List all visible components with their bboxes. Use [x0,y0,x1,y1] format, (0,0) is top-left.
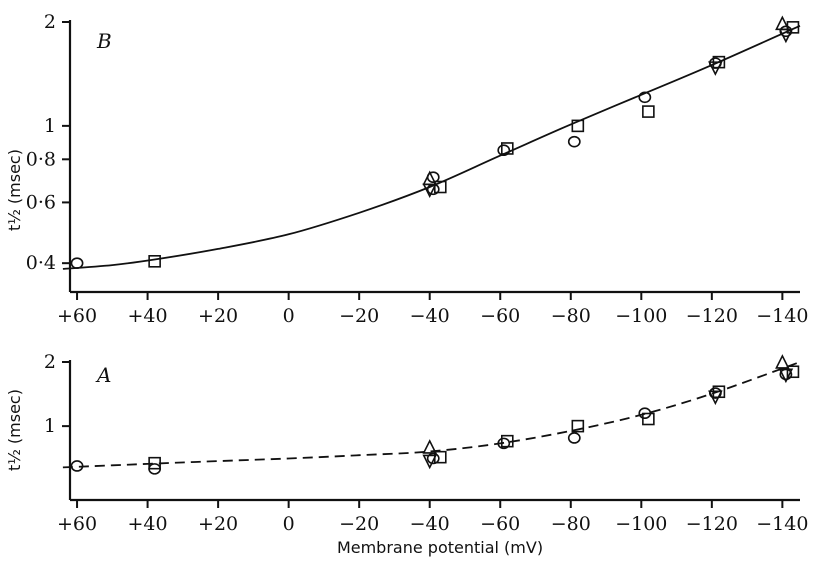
panel-b-y-tick-label: 2 [44,11,56,33]
panel-b-y-ticks: 0·4 0·6 0·8 1 2 [26,11,70,274]
panel-a-x-tick-label: +20 [198,513,238,535]
panel-b-square-point [148,255,161,268]
panel-b-y-tick-label: 1 [44,115,56,137]
panel-a-square-point [642,412,655,426]
panel-b-x-tick-label: −120 [686,305,738,327]
panel-a-x-ticks: +60 +40 +20 0 −20 −40 −60 −80 −100 −120 −140 [57,500,808,535]
panel-a-x-tick-label: −60 [480,513,520,535]
panel-a-square-point [500,434,514,448]
panel-a-triangle-down-point [708,390,723,406]
panel-a-circle-point [497,437,511,450]
panel-a-chart: A t½ (msec) 12 +60 +40 +20 0 −20 −40 −60 −80 −10… [5,351,808,535]
panel-a-square-point [148,456,161,470]
panel-a-circle-point [70,460,84,472]
panel-b-fit-curve [62,24,801,270]
panel-a-x-tick-label: −100 [615,513,667,535]
panel-b-y-tick-label: 0·4 [26,252,56,274]
panel-b-data-points [70,15,800,269]
panel-b-triangle-down-point [708,61,723,76]
panel-a-triangle-down-point [422,454,438,470]
panel-b-y-axis-label: t½ (msec) [5,149,24,231]
panel-a-x-tick-label: −140 [756,513,808,535]
panel-b-x-tick-label: −40 [410,305,450,327]
panel-b-square-point [571,119,585,133]
panel-a-y-tick-label: 1 [44,415,56,437]
panel-b-fit-line [62,24,801,270]
panel-b-x-tick-label: +60 [57,305,97,327]
panel-b-x-tick-label: −60 [480,305,520,327]
panel-b-y-tick-label: 0·6 [26,191,56,213]
panel-b-x-tick-label: −20 [339,305,379,327]
panel-a-x-tick-label: −40 [410,513,450,535]
panel-a-y-ticks: 12 [44,351,70,437]
panel-a-x-tick-label: +60 [57,513,97,535]
panel-a-fit-line [62,361,801,469]
panel-a-x-tick-label: 0 [283,513,295,535]
panel-b-x-tick-label: +40 [128,305,168,327]
panel-b-circle-point [567,135,581,148]
panel-a-triangle-up-point [422,439,438,454]
panel-a-x-tick-label: +40 [128,513,168,535]
panel-b-circle-point [70,257,84,269]
panel-a-x-tick-label: −120 [686,513,738,535]
panel-b-x-tick-label: −140 [756,305,808,327]
panel-b-chart: B t½ (msec) 0·4 0·6 0·8 1 2 +60 +40 +20 0 −20 −40… [5,11,808,327]
panel-b-x-ticks: +60 +40 +20 0 −20 −40 −60 −80 −100 −120 −140 [57,292,808,327]
panel-b-square-point [642,105,655,118]
panel-a-letter: A [95,363,111,387]
panel-b-y-tick-label: 0·8 [26,148,56,170]
panel-b-triangle-down-point [422,183,438,199]
panel-b-circle-point [638,91,652,104]
panel-b-x-tick-label: 0 [283,305,295,327]
panel-a-x-tick-label: −20 [339,513,379,535]
panel-b-x-tick-label: −80 [551,305,591,327]
panel-b-axes [68,20,800,294]
panel-a-square-point [571,419,585,433]
panel-a-axes [68,360,800,502]
panel-a-x-tick-label: −80 [551,513,591,535]
panel-a-y-tick-label: 2 [44,351,56,373]
panel-a-data-points [70,354,800,475]
panel-a-circle-point [567,432,581,444]
panel-b-circle-point [497,144,511,157]
panel-a-square-point [786,365,800,379]
panel-b-triangle-down-point [778,28,794,44]
panel-b-x-tick-label: −100 [615,305,667,327]
panel-a-triangle-down-point [778,368,794,384]
panel-a-y-axis-label: t½ (msec) [5,389,24,471]
x-axis-label: Membrane potential (mV) [337,538,543,557]
panel-b-letter: B [96,29,112,53]
panel-b-x-tick-label: +20 [198,305,238,327]
panel-a-triangle-up-point [775,354,790,369]
panel-a-fit-curve [62,361,801,469]
panel-b-square-point [500,142,514,155]
